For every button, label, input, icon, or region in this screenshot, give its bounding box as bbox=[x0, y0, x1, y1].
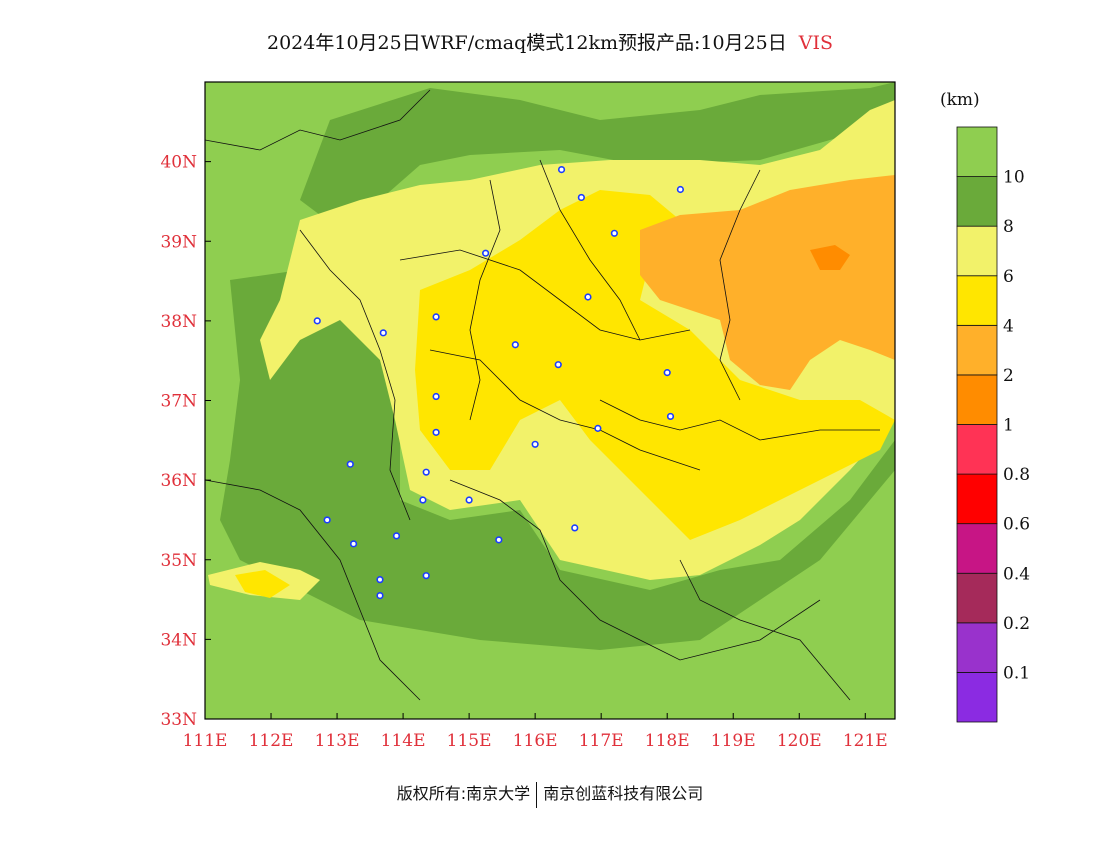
x-tick-label: 115E bbox=[447, 731, 492, 751]
legend-label: 6 bbox=[1003, 267, 1014, 287]
station-marker bbox=[495, 536, 503, 544]
legend-label: 0.1 bbox=[1003, 663, 1030, 683]
y-tick-label: 33N bbox=[160, 710, 197, 730]
station-marker bbox=[577, 193, 585, 202]
y-tick-label: 40N bbox=[160, 153, 197, 173]
legend-swatch bbox=[956, 622, 998, 673]
y-tick-label: 38N bbox=[160, 312, 197, 332]
station-marker bbox=[663, 369, 671, 377]
y-tick-label: 36N bbox=[160, 471, 197, 491]
footer-right: 南京创蓝科技有限公司 bbox=[543, 784, 704, 803]
station-marker bbox=[376, 591, 384, 600]
legend-swatch bbox=[956, 275, 998, 326]
y-axis: 33N 34N 35N 36N 37N 38N 39N 40N bbox=[160, 153, 211, 730]
station-marker bbox=[610, 229, 618, 237]
station-marker bbox=[531, 440, 539, 448]
legend-label: 0.6 bbox=[1003, 515, 1030, 535]
copyright-footer: 版权所有:南京大学 南京创蓝科技有限公司 bbox=[0, 780, 1100, 808]
station-marker bbox=[584, 293, 592, 301]
station-marker bbox=[482, 249, 490, 257]
station-marker bbox=[554, 361, 562, 369]
x-tick-label: 118E bbox=[645, 731, 690, 751]
title-text: 2024年10月25日WRF/cmaq模式12km预报产品:10月25日 bbox=[267, 32, 787, 54]
station-marker bbox=[313, 317, 321, 325]
legend-label: 10 bbox=[1003, 168, 1025, 188]
x-tick-label: 111E bbox=[183, 731, 228, 751]
station-marker bbox=[571, 524, 579, 532]
station-marker bbox=[349, 540, 358, 548]
station-marker bbox=[392, 532, 401, 540]
vis-band-8-10-north bbox=[300, 82, 895, 215]
visibility-field bbox=[205, 82, 895, 719]
x-tick-label: 114E bbox=[381, 731, 426, 751]
legend-swatch bbox=[956, 672, 998, 723]
legend-label: 0.8 bbox=[1003, 465, 1030, 485]
y-tick-label: 37N bbox=[160, 392, 197, 412]
y-tick-label: 34N bbox=[160, 630, 197, 650]
legend-swatch bbox=[956, 324, 998, 376]
x-tick-label: 120E bbox=[777, 731, 822, 751]
legend-swatch bbox=[956, 225, 998, 277]
station-marker bbox=[432, 392, 440, 401]
station-marker bbox=[432, 428, 440, 436]
legend-label: 8 bbox=[1003, 217, 1014, 237]
vis-band-2-4 bbox=[640, 175, 895, 390]
boundary-lines bbox=[205, 89, 880, 701]
legend-swatch bbox=[956, 176, 998, 227]
station-marker bbox=[379, 329, 387, 337]
legend-swatch bbox=[956, 126, 998, 177]
station-marker bbox=[376, 576, 384, 584]
legend-label: 0.4 bbox=[1003, 564, 1030, 584]
legend-label: 4 bbox=[1003, 316, 1014, 336]
station-marker bbox=[422, 468, 430, 476]
legend-swatch bbox=[956, 374, 998, 425]
x-tick-label: 121E bbox=[843, 731, 888, 751]
color-legend: 0.1 0.2 0.4 0.6 0.8 1 2 4 6 8 10 bbox=[956, 126, 1030, 723]
station-markers bbox=[313, 165, 685, 600]
legend-swatch bbox=[956, 473, 998, 525]
x-tick-label: 113E bbox=[315, 731, 360, 751]
footer-left: 版权所有:南京大学 bbox=[396, 784, 531, 803]
legend-swatch bbox=[956, 523, 998, 574]
x-tick-label: 112E bbox=[249, 731, 294, 751]
variable-label: VIS bbox=[798, 32, 833, 54]
legend-label: 0.2 bbox=[1003, 614, 1030, 634]
legend-swatch bbox=[956, 424, 998, 475]
vis-band-4-6-west bbox=[235, 570, 290, 598]
x-tick-label: 119E bbox=[711, 731, 756, 751]
footer-divider bbox=[536, 781, 538, 808]
station-marker bbox=[419, 496, 427, 504]
x-tick-label: 117E bbox=[579, 731, 624, 751]
map-title: 2024年10月25日WRF/cmaq模式12km预报产品:10月25日 VIS bbox=[0, 28, 1100, 55]
y-tick-label: 39N bbox=[160, 232, 197, 252]
x-tick-label: 116E bbox=[513, 731, 558, 751]
station-marker bbox=[594, 424, 602, 432]
station-marker bbox=[666, 412, 675, 421]
x-axis: 111E 112E 113E 114E 115E 116E 117E 118E 119E 120E… bbox=[183, 713, 888, 751]
station-marker bbox=[432, 313, 440, 321]
station-marker bbox=[676, 185, 685, 194]
legend-label: 1 bbox=[1003, 416, 1014, 436]
legend-unit: (km) bbox=[940, 90, 980, 110]
legend-label: 2 bbox=[1003, 366, 1014, 386]
vis-band-1-2 bbox=[810, 245, 850, 270]
legend-swatch bbox=[956, 572, 998, 624]
y-tick-label: 35N bbox=[160, 551, 197, 571]
station-marker bbox=[557, 165, 566, 174]
vis-band-4-6 bbox=[415, 190, 895, 540]
station-marker bbox=[465, 496, 473, 504]
station-marker bbox=[511, 341, 519, 349]
station-marker bbox=[323, 516, 331, 524]
station-marker bbox=[422, 572, 430, 580]
station-marker bbox=[346, 460, 354, 468]
